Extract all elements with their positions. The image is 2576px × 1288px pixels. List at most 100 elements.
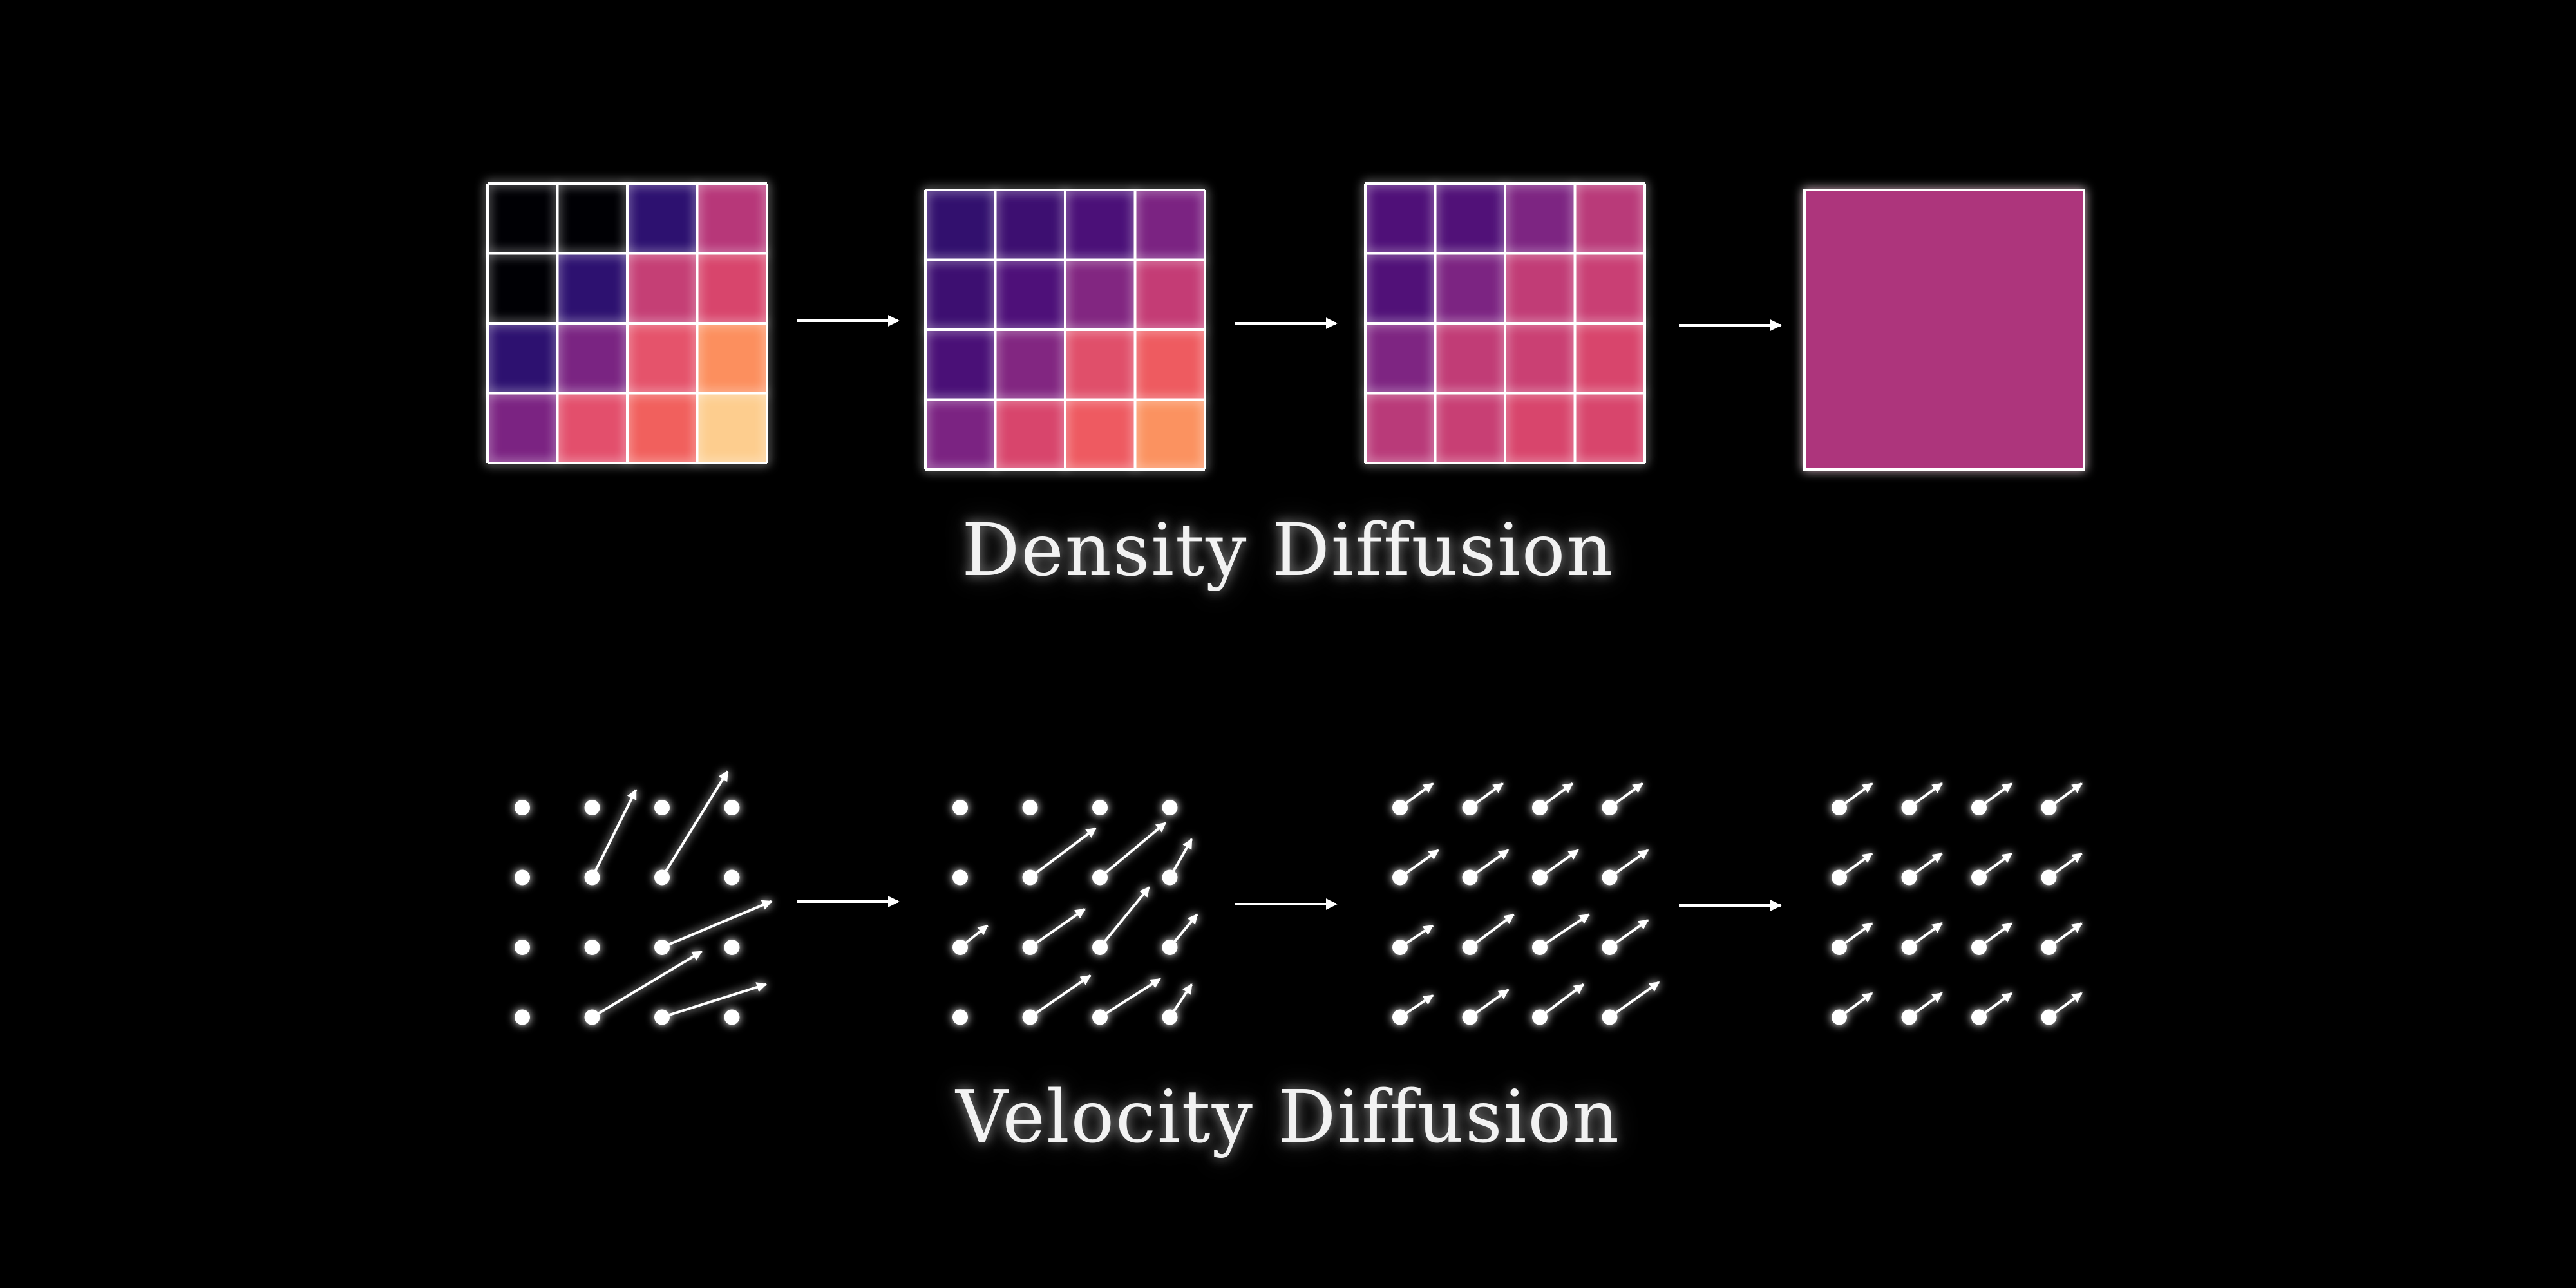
velocity-dot bbox=[952, 1009, 968, 1025]
velocity-vector bbox=[1029, 974, 1092, 1019]
velocity-vector bbox=[591, 789, 638, 878]
velocity-dot bbox=[584, 800, 600, 815]
velocity-vector bbox=[1469, 849, 1510, 879]
velocity-vector bbox=[591, 950, 703, 1019]
velocity-step-3 bbox=[1392, 782, 1660, 1025]
velocity-vector bbox=[1609, 849, 1649, 879]
velocity-vector bbox=[1539, 849, 1579, 879]
density-cell bbox=[488, 184, 558, 254]
density-cell bbox=[1065, 190, 1135, 260]
density-cell bbox=[697, 253, 767, 323]
density-step-1 bbox=[486, 182, 768, 464]
density-cell bbox=[1505, 253, 1575, 323]
velocity-diffusion-row bbox=[515, 770, 2083, 1025]
velocity-vector bbox=[1838, 992, 1873, 1019]
velocity-vector bbox=[661, 900, 773, 949]
density-cell bbox=[627, 393, 697, 463]
velocity-vector bbox=[1399, 849, 1439, 879]
velocity-vector bbox=[1469, 989, 1510, 1019]
density-cell bbox=[697, 323, 767, 393]
density-cell bbox=[1575, 253, 1645, 323]
density-cell bbox=[1135, 330, 1205, 400]
velocity-vector bbox=[2048, 922, 2083, 949]
velocity-dot bbox=[724, 940, 740, 955]
velocity-step-4 bbox=[1832, 782, 2083, 1025]
density-step-3 bbox=[1364, 182, 1646, 464]
velocity-dot bbox=[584, 940, 600, 955]
density-step-4 bbox=[1803, 189, 2085, 471]
density-cell bbox=[1505, 184, 1575, 254]
velocity-dot bbox=[724, 1009, 740, 1025]
velocity-vector bbox=[1469, 913, 1515, 949]
density-cell bbox=[1575, 393, 1645, 463]
density-cell bbox=[1365, 184, 1435, 254]
density-cell bbox=[1365, 323, 1435, 393]
density-cell bbox=[1135, 190, 1205, 260]
density-grid-lines bbox=[486, 182, 768, 464]
velocity-vector bbox=[661, 770, 729, 878]
velocity-dot bbox=[952, 800, 968, 815]
velocity-vector bbox=[1099, 821, 1167, 879]
velocity-dot bbox=[952, 869, 968, 886]
density-cell bbox=[995, 190, 1065, 260]
velocity-dot bbox=[654, 800, 670, 815]
density-cell bbox=[995, 260, 1065, 330]
velocity-vector bbox=[1168, 838, 1193, 878]
velocity-diffusion-title: Velocity Diffusion bbox=[955, 1075, 1621, 1159]
velocity-vector bbox=[1978, 782, 2013, 809]
velocity-dot bbox=[515, 800, 530, 815]
velocity-vector bbox=[1908, 782, 1943, 809]
velocity-vector bbox=[1609, 918, 1649, 949]
velocity-vector bbox=[1838, 852, 1873, 879]
velocity-vector bbox=[2048, 992, 2083, 1019]
density-cell bbox=[1365, 253, 1435, 323]
velocity-vector bbox=[1539, 782, 1574, 809]
density-cell bbox=[1435, 184, 1505, 254]
density-cell bbox=[1065, 260, 1135, 330]
velocity-vector bbox=[1168, 913, 1198, 949]
density-uniform-cell bbox=[1803, 189, 2085, 471]
velocity-vector bbox=[1399, 994, 1434, 1019]
velocity-vector bbox=[1838, 782, 1873, 809]
velocity-step-2 bbox=[952, 800, 1198, 1025]
velocity-vector bbox=[1029, 827, 1097, 879]
velocity-step-1 bbox=[515, 770, 773, 1025]
density-cell bbox=[1135, 260, 1205, 330]
density-cell bbox=[1135, 399, 1205, 469]
density-diffusion-row bbox=[486, 182, 2085, 471]
density-cell bbox=[995, 399, 1065, 469]
density-cell bbox=[488, 323, 558, 393]
density-step-2 bbox=[924, 189, 1206, 471]
velocity-vector bbox=[1539, 913, 1590, 949]
velocity-vector bbox=[1908, 922, 1943, 949]
velocity-vector bbox=[1609, 981, 1660, 1019]
density-cell bbox=[627, 184, 697, 254]
density-cell bbox=[1435, 393, 1505, 463]
density-cell bbox=[925, 399, 996, 469]
velocity-dot bbox=[724, 800, 740, 815]
density-cell bbox=[1365, 393, 1435, 463]
density-grid-lines bbox=[924, 189, 1206, 471]
density-cell bbox=[557, 184, 627, 254]
density-cell bbox=[697, 393, 767, 463]
density-cell bbox=[995, 330, 1065, 400]
density-cell bbox=[925, 190, 996, 260]
density-cell bbox=[488, 253, 558, 323]
density-cell bbox=[557, 323, 627, 393]
density-cell bbox=[1505, 393, 1575, 463]
density-diffusion-title: Density Diffusion bbox=[961, 509, 1615, 592]
density-cell bbox=[925, 260, 996, 330]
velocity-vector bbox=[1978, 922, 2013, 949]
velocity-dot bbox=[1092, 800, 1108, 815]
density-cell bbox=[1435, 323, 1505, 393]
velocity-vector bbox=[1399, 924, 1434, 949]
velocity-dot bbox=[1022, 800, 1038, 815]
density-cell bbox=[627, 253, 697, 323]
velocity-dot bbox=[515, 869, 530, 886]
velocity-vector bbox=[1099, 978, 1161, 1019]
density-cell bbox=[1065, 399, 1135, 469]
velocity-vector bbox=[1978, 852, 2013, 879]
velocity-vector bbox=[1838, 922, 1873, 949]
velocity-dot bbox=[724, 869, 740, 886]
